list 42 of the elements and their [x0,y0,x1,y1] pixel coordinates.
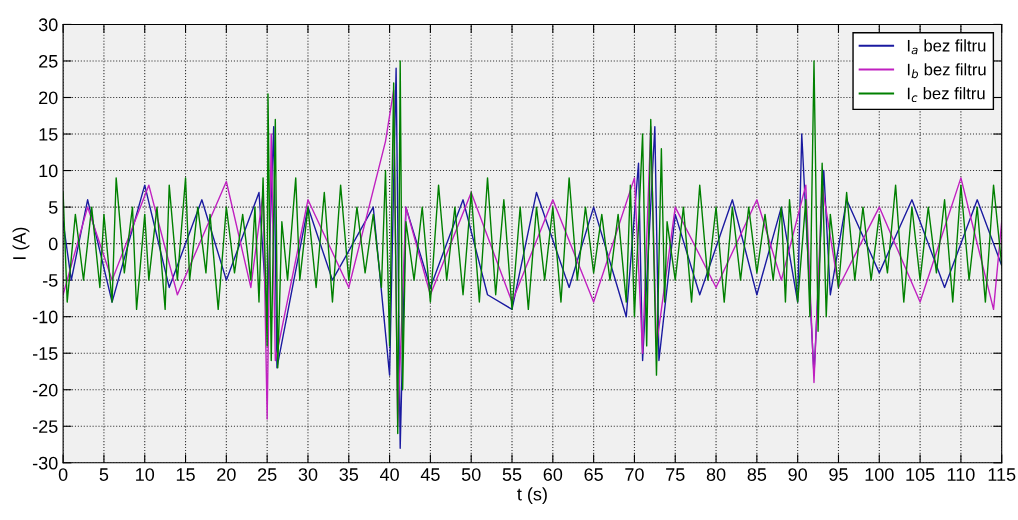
y-tick-label: -25 [32,420,58,433]
y-tick-label: 25 [39,54,58,68]
y-tick-label: 15 [39,128,58,141]
y-tick-label: 5 [48,201,58,214]
y-tick-label: -5 [43,274,58,287]
y-tick-label: 20 [39,91,58,105]
x-tick-label: 110 [947,468,975,481]
x-tick-label: 35 [339,468,359,481]
x-tick-label: 100 [865,468,894,481]
y-tick-label: 0 [48,237,58,251]
x-tick-label: 30 [298,468,318,481]
x-tick-label: 75 [666,468,685,481]
y-tick-label: -30 [32,456,58,470]
x-tick-label: 20 [217,468,236,481]
x-axis-title: t (s) [517,487,547,505]
y-tick-label: 10 [39,164,58,178]
x-tick-label: 10 [136,468,155,481]
x-tick-label: 85 [747,468,767,481]
x-tick-label: 60 [543,468,563,481]
x-tick-label: 5 [99,468,109,481]
x-tick-label: 95 [829,468,848,481]
x-tick-label: 25 [258,468,277,481]
x-tick-label: 45 [420,468,440,481]
x-tick-label: 65 [584,468,603,481]
y-tick-label: -15 [32,347,58,360]
x-tick-label: 115 [988,468,1016,481]
y-tick-label: -10 [32,310,58,324]
x-tick-label: 0 [58,468,68,481]
legend-label: I$_{b}$ bez filtru [907,63,986,79]
x-tick-label: 90 [788,468,808,481]
x-tick-label: 70 [625,468,644,481]
x-tick-label: 80 [706,468,726,481]
x-tick-label: 15 [176,468,195,481]
legend-label: I$_{c}$ bez filtru [907,87,985,103]
y-tick-label: 30 [38,18,58,32]
x-tick-label: 50 [461,468,481,481]
legend-label: I$_{a}$ bez filtru [907,39,986,55]
y-axis-title: I (A) [12,227,30,259]
x-tick-label: 105 [906,468,935,481]
y-tick-label: -20 [32,383,58,397]
x-tick-label: 55 [502,468,522,481]
x-tick-label: 40 [379,468,399,481]
